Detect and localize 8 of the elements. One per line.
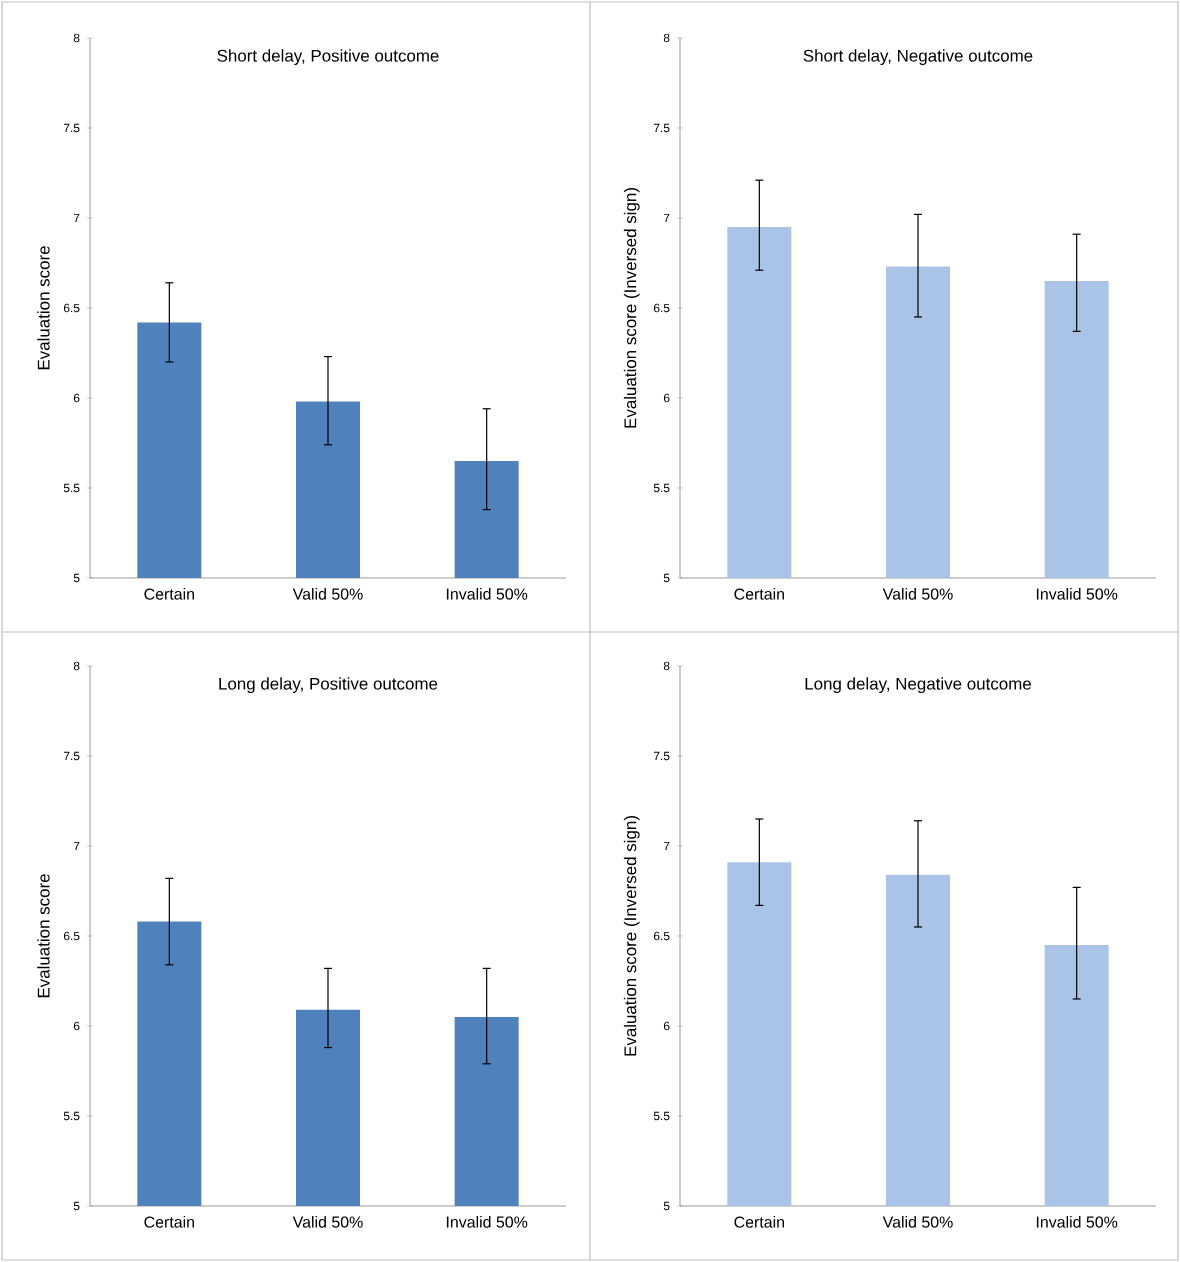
text: Long delay, Negative outcome <box>805 677 1031 694</box>
text: Short delay, Negative outcome <box>803 49 1033 66</box>
y-axis-title: Evaluation score <box>37 874 50 998</box>
y-axis-title: Evaluation score (Inversed sign) <box>623 816 640 1056</box>
y-axis-title: Evaluation score <box>37 246 50 370</box>
text: Short delay, Positive outcome <box>217 49 439 66</box>
y-axis-title: Evaluation score (Inversed sign) <box>623 188 640 428</box>
text: Long delay, Positive outcome <box>219 677 438 694</box>
